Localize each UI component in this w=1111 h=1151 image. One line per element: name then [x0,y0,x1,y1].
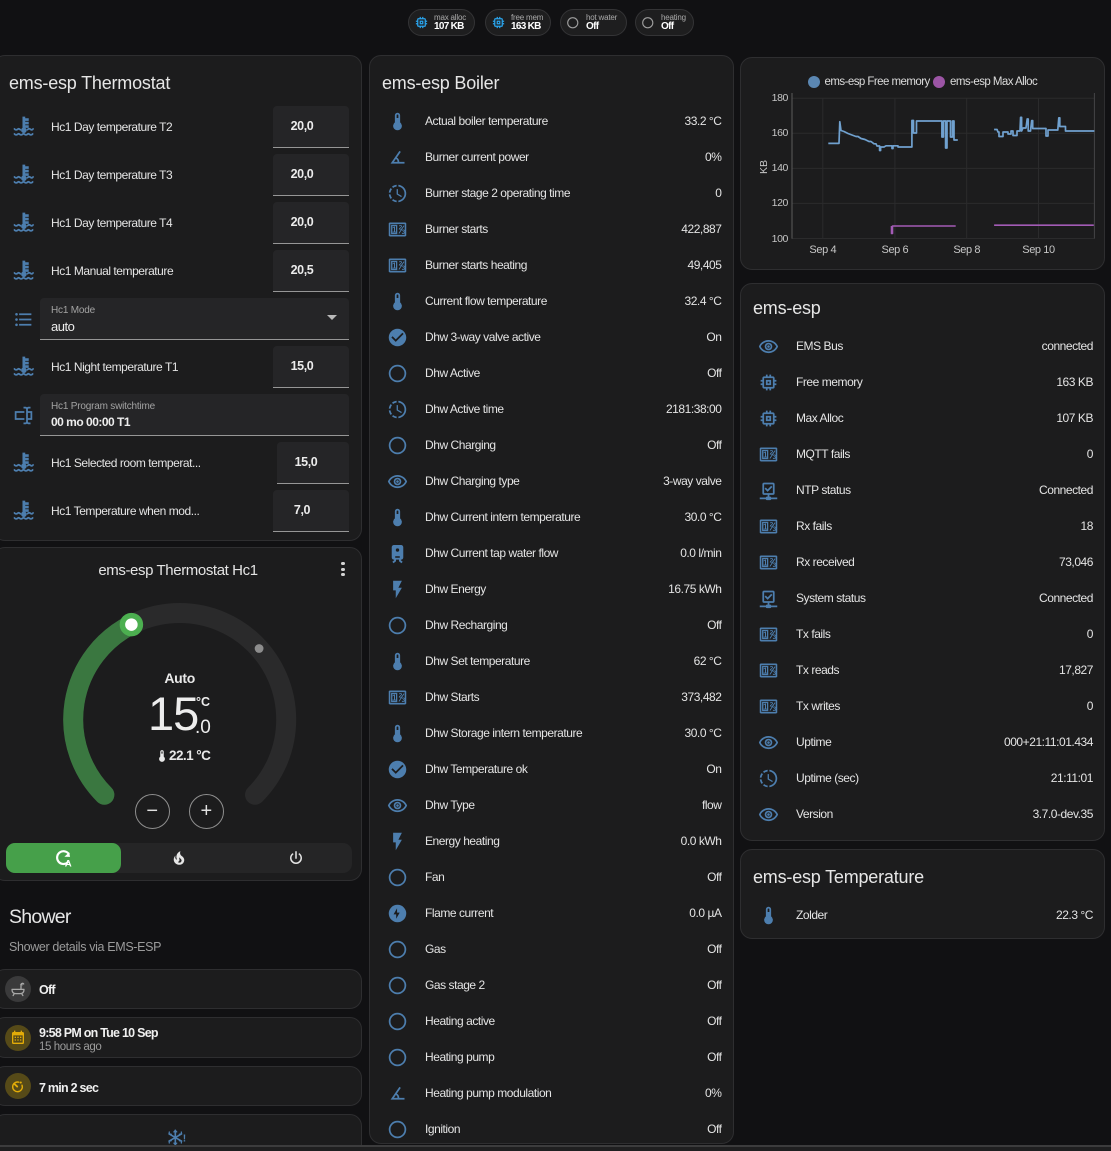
svg-text:2: 2 [769,665,773,672]
svg-text:1: 1 [392,693,397,702]
svg-text:1: 1 [763,702,768,711]
svg-text:3: 3 [401,697,405,704]
svg-text:3: 3 [772,526,776,533]
svg-text:2: 2 [398,692,402,699]
svg-text:3: 3 [401,265,405,272]
svg-text:2: 2 [769,557,773,564]
svg-text:3: 3 [772,706,776,713]
svg-text:2: 2 [769,629,773,636]
svg-text:1: 1 [392,225,397,234]
svg-text:1: 1 [763,522,768,531]
svg-text:!: ! [183,1133,186,1144]
svg-text:A: A [64,858,71,868]
svg-text:1: 1 [763,558,768,567]
svg-text:3: 3 [772,562,776,569]
svg-text:2: 2 [769,521,773,528]
svg-text:1: 1 [763,630,768,639]
svg-text:3: 3 [772,634,776,641]
svg-text:1: 1 [763,666,768,675]
svg-text:2: 2 [398,224,402,231]
svg-text:1: 1 [392,261,397,270]
svg-text:3: 3 [401,229,405,236]
svg-text:1: 1 [763,450,768,459]
svg-text:3: 3 [772,670,776,677]
svg-text:2: 2 [769,701,773,708]
svg-text:2: 2 [398,260,402,267]
svg-text:2: 2 [769,449,773,456]
svg-text:3: 3 [772,454,776,461]
